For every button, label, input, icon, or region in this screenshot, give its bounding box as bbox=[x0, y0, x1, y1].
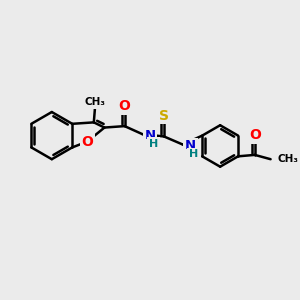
Text: H: H bbox=[149, 139, 158, 149]
Text: O: O bbox=[250, 128, 262, 142]
Text: O: O bbox=[119, 99, 130, 113]
Text: CH₃: CH₃ bbox=[85, 97, 106, 107]
Text: CH₃: CH₃ bbox=[278, 154, 299, 164]
Text: S: S bbox=[159, 109, 169, 123]
Text: O: O bbox=[81, 135, 93, 149]
Text: N: N bbox=[185, 140, 196, 152]
Text: N: N bbox=[145, 129, 156, 142]
Text: H: H bbox=[189, 149, 198, 159]
